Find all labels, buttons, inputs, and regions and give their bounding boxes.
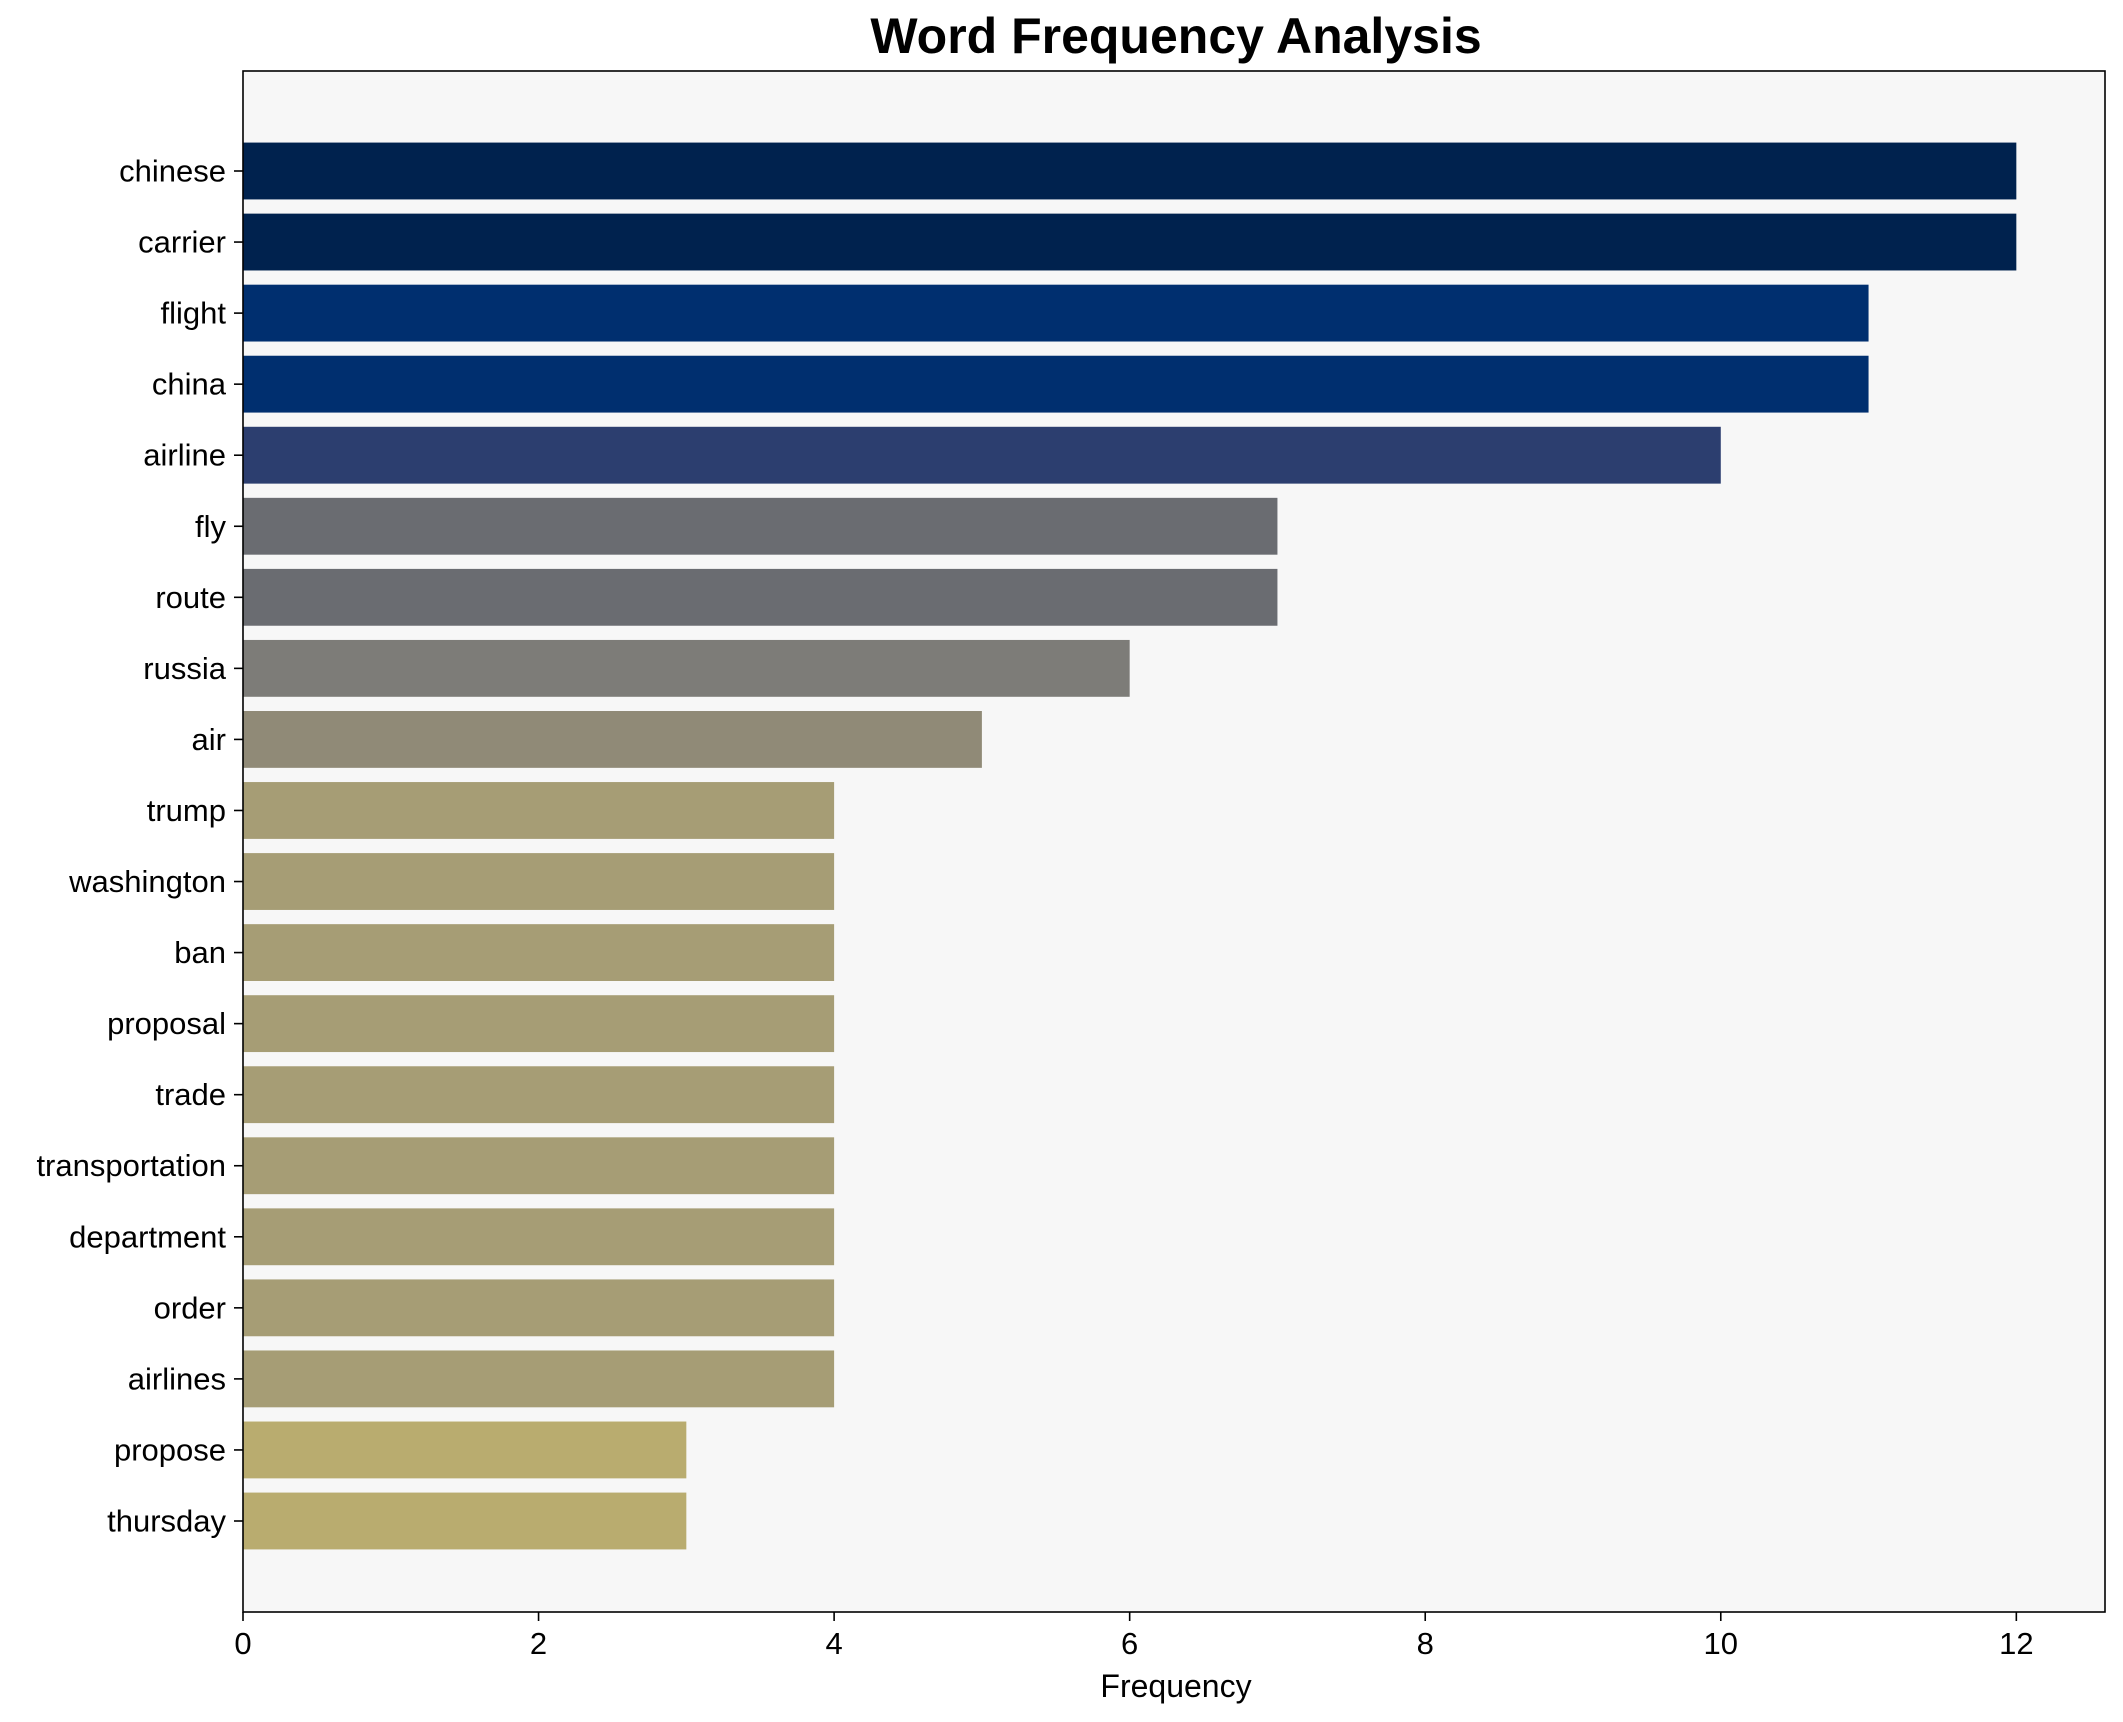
y-tick-label: chinese [119, 154, 226, 189]
x-tick-label: 0 [234, 1626, 251, 1661]
bar-trump [243, 782, 835, 839]
bar-fly [243, 497, 1278, 555]
bar-route [243, 568, 1278, 626]
x-tick-label: 10 [1704, 1626, 1738, 1661]
x-axis-ticks: 0 2 4 6 8 10 12 [234, 1612, 2034, 1661]
bar-carrier [243, 213, 2017, 271]
y-tick-label: flight [161, 296, 227, 331]
y-tick-label: fly [195, 509, 227, 544]
y-tick-label: russia [143, 651, 226, 686]
bar-washington [243, 853, 835, 910]
y-tick-label: china [152, 367, 227, 402]
bar-department [243, 1208, 835, 1266]
x-axis-label: Frequency [1100, 1668, 1251, 1704]
y-axis-ticks: chinese carrier flight china airline fly route… [36, 154, 243, 1539]
y-tick-label: propose [114, 1432, 226, 1467]
y-tick-label: proposal [107, 1006, 226, 1041]
bar-flight [243, 284, 1869, 342]
chart-title: Word Frequency Analysis [870, 8, 1481, 64]
bar-thursday [243, 1492, 687, 1550]
y-tick-label: order [154, 1290, 226, 1325]
y-tick-label: washington [68, 864, 226, 899]
plot-frame [242, 70, 2106, 1613]
y-tick-label: carrier [138, 225, 226, 260]
y-tick-label: trump [147, 793, 226, 828]
y-tick-label: air [192, 722, 226, 757]
x-tick-label: 4 [825, 1626, 842, 1661]
y-tick-label: ban [174, 935, 226, 970]
bar-china [243, 355, 1869, 413]
x-tick-label: 8 [1417, 1626, 1434, 1661]
bar-order [243, 1279, 835, 1337]
bar-airline [243, 426, 1721, 484]
bar-air [243, 711, 982, 768]
bar-chinese [243, 142, 2017, 200]
bar-proposal [243, 995, 835, 1053]
x-tick-label: 2 [530, 1626, 547, 1661]
bar-transportation [243, 1137, 835, 1195]
y-tick-label: department [69, 1219, 226, 1254]
y-tick-label: trade [155, 1077, 226, 1112]
x-tick-label: 6 [1121, 1626, 1138, 1661]
y-tick-label: airlines [128, 1361, 226, 1396]
bar-propose [243, 1421, 687, 1479]
y-tick-label: airline [143, 438, 226, 473]
y-tick-label: thursday [107, 1504, 226, 1539]
x-tick-label: 12 [1999, 1626, 2033, 1661]
bar-trade [243, 1066, 835, 1124]
y-tick-label: route [155, 580, 226, 615]
y-tick-label: transportation [36, 1148, 226, 1183]
bar-russia [243, 639, 1130, 697]
bar-ban [243, 924, 835, 981]
bars-layer [243, 142, 2017, 1550]
bar-airlines [243, 1350, 835, 1408]
